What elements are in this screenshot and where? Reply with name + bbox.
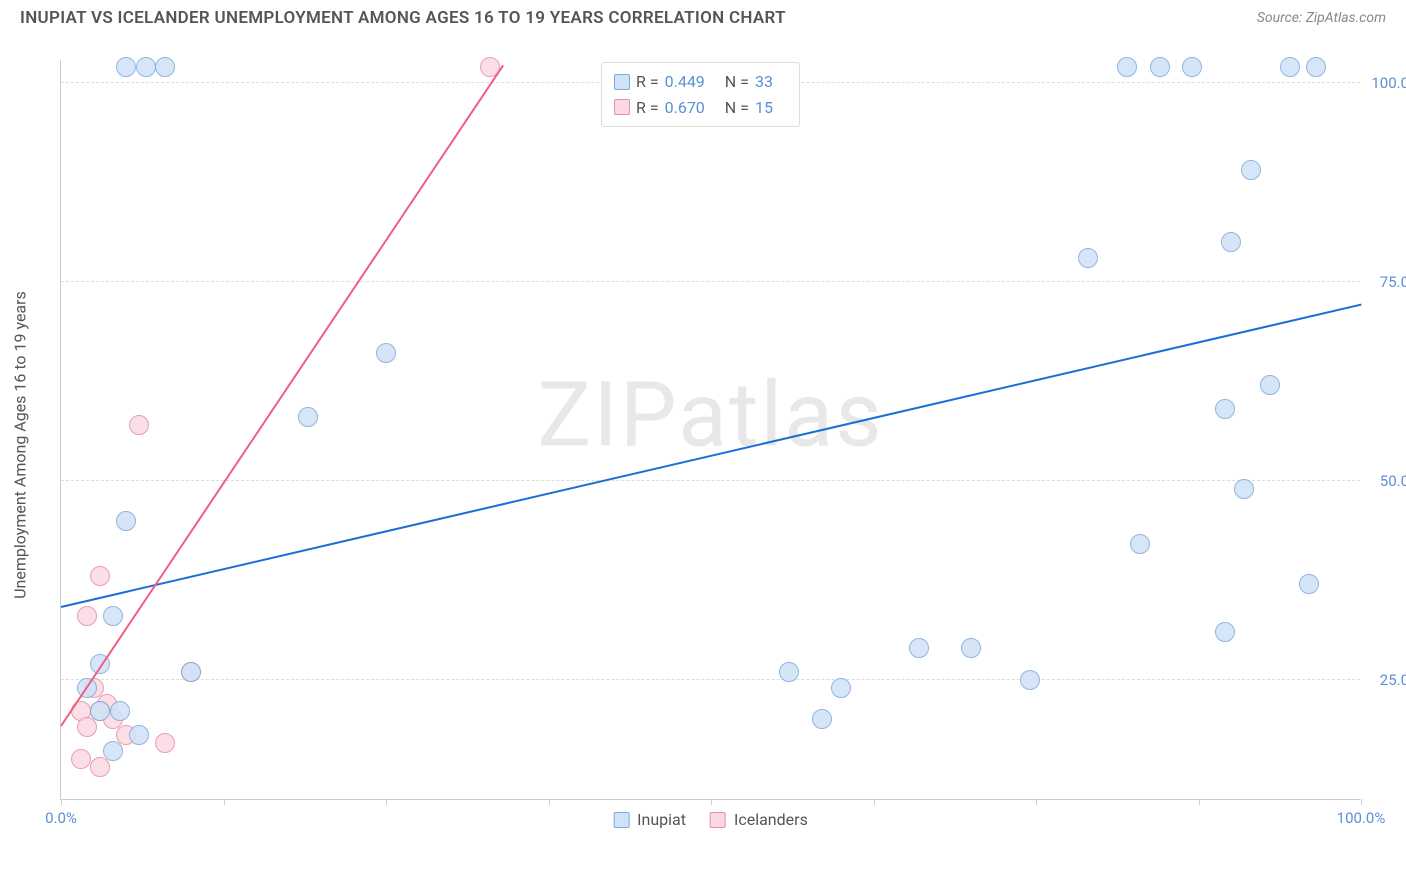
- data-point: [181, 662, 201, 682]
- data-point: [961, 638, 981, 658]
- data-point: [155, 733, 175, 753]
- gridline: [61, 679, 1360, 680]
- data-point: [1215, 622, 1235, 642]
- data-point: [90, 566, 110, 586]
- data-point: [831, 678, 851, 698]
- stats-legend: R = 0.449 N = 33 R = 0.670 N = 15: [601, 62, 800, 127]
- y-tick-label: 50.0%: [1380, 472, 1406, 490]
- data-point: [116, 511, 136, 531]
- gridline: [61, 480, 1360, 481]
- chart-area: Unemployment Among Ages 16 to 19 years Z…: [20, 40, 1386, 850]
- data-point: [1299, 574, 1319, 594]
- x-tick: [1361, 799, 1362, 805]
- x-tick: [1199, 799, 1200, 805]
- data-point: [1130, 534, 1150, 554]
- data-point: [1280, 57, 1300, 77]
- legend-label: Inupiat: [637, 810, 686, 829]
- y-tick-label: 75.0%: [1380, 273, 1406, 291]
- data-point: [1020, 670, 1040, 690]
- trend-line: [60, 65, 504, 727]
- data-point: [1150, 57, 1170, 77]
- data-point: [116, 57, 136, 77]
- data-point: [129, 415, 149, 435]
- x-tick: [61, 799, 62, 805]
- swatch-icon: [614, 99, 630, 115]
- swatch-icon: [614, 74, 630, 90]
- plot-area: ZIPatlas R = 0.449 N = 33 R = 0.670 N = …: [60, 60, 1360, 800]
- trend-line: [61, 304, 1361, 608]
- data-point: [1260, 375, 1280, 395]
- data-point: [1241, 160, 1261, 180]
- source-attribution: Source: ZipAtlas.com: [1257, 10, 1386, 26]
- data-point: [155, 57, 175, 77]
- swatch-icon: [710, 812, 726, 828]
- x-tick: [874, 799, 875, 805]
- x-tick: [1036, 799, 1037, 805]
- stats-row-icelanders: R = 0.670 N = 15: [614, 95, 787, 121]
- x-tick: [711, 799, 712, 805]
- data-point: [77, 717, 97, 737]
- swatch-icon: [613, 812, 629, 828]
- data-point: [1221, 232, 1241, 252]
- data-point: [298, 407, 318, 427]
- data-point: [129, 725, 149, 745]
- x-tick-label: 100.0%: [1337, 809, 1386, 827]
- data-point: [1306, 57, 1326, 77]
- x-tick: [386, 799, 387, 805]
- stats-row-inupiat: R = 0.449 N = 33: [614, 69, 787, 95]
- y-tick-label: 25.0%: [1380, 671, 1406, 689]
- y-axis-title: Unemployment Among Ages 16 to 19 years: [11, 245, 30, 645]
- series-legend: Inupiat Icelanders: [613, 810, 808, 829]
- x-tick-label: 0.0%: [45, 809, 77, 827]
- data-point: [136, 57, 156, 77]
- data-point: [779, 662, 799, 682]
- chart-container: INUPIAT VS ICELANDER UNEMPLOYMENT AMONG …: [0, 0, 1406, 892]
- data-point: [103, 606, 123, 626]
- data-point: [1215, 399, 1235, 419]
- legend-item-inupiat: Inupiat: [613, 810, 686, 829]
- data-point: [90, 701, 110, 721]
- data-point: [110, 701, 130, 721]
- data-point: [812, 709, 832, 729]
- data-point: [77, 606, 97, 626]
- data-point: [1182, 57, 1202, 77]
- legend-label: Icelanders: [734, 810, 808, 829]
- data-point: [90, 757, 110, 777]
- data-point: [909, 638, 929, 658]
- data-point: [1078, 248, 1098, 268]
- x-tick: [224, 799, 225, 805]
- data-point: [103, 741, 123, 761]
- chart-title: INUPIAT VS ICELANDER UNEMPLOYMENT AMONG …: [20, 8, 786, 28]
- y-tick-label: 100.0%: [1371, 74, 1406, 92]
- data-point: [1234, 479, 1254, 499]
- gridline: [61, 281, 1360, 282]
- x-tick: [549, 799, 550, 805]
- watermark: ZIPatlas: [537, 362, 883, 467]
- data-point: [1117, 57, 1137, 77]
- data-point: [376, 343, 396, 363]
- legend-item-icelanders: Icelanders: [710, 810, 808, 829]
- header: INUPIAT VS ICELANDER UNEMPLOYMENT AMONG …: [0, 0, 1406, 32]
- data-point: [71, 749, 91, 769]
